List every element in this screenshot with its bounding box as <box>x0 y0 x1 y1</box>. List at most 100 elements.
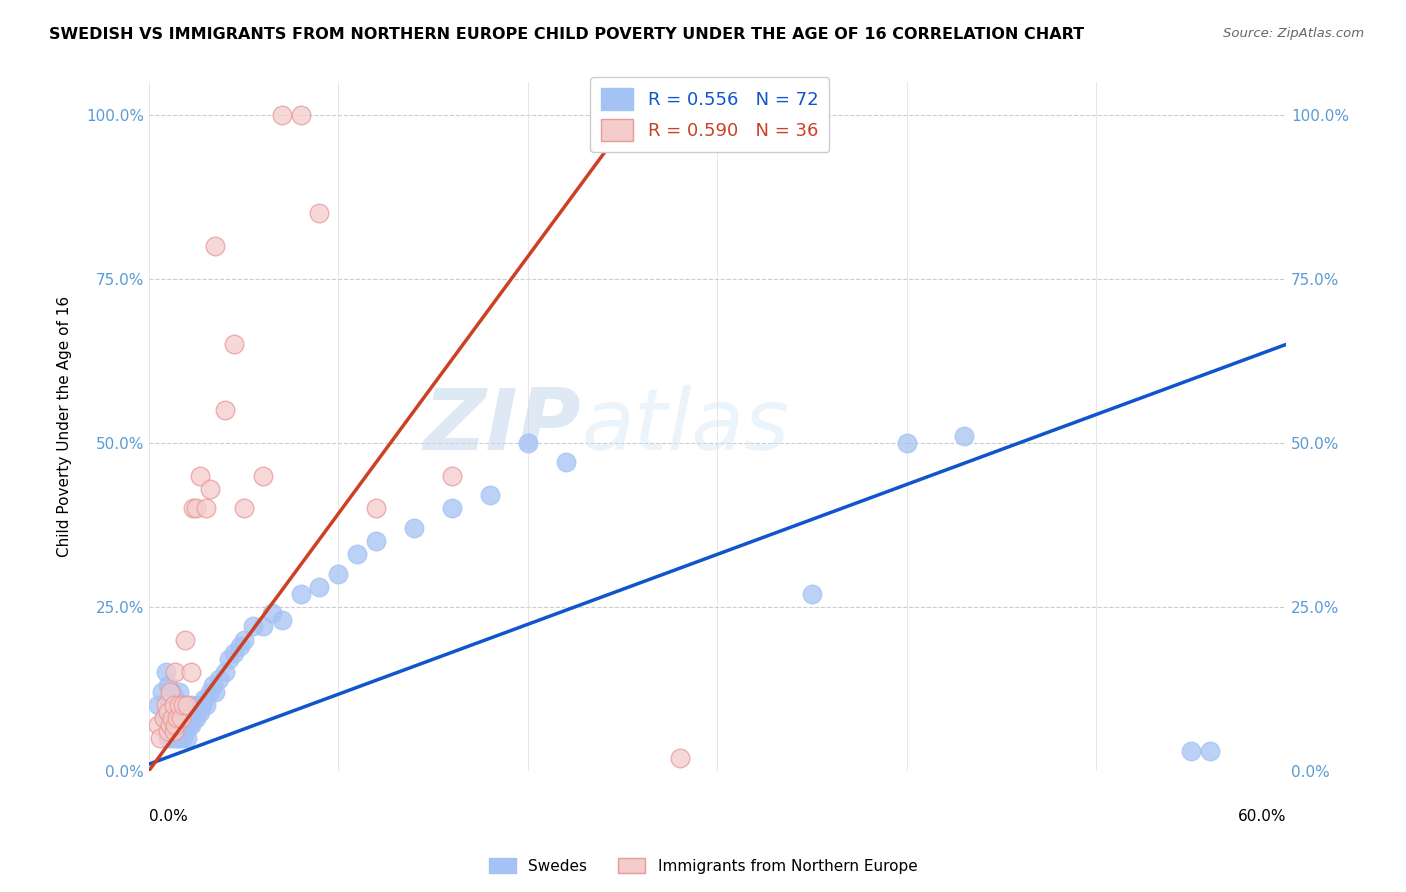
Point <box>191 698 214 713</box>
Point <box>156 678 179 692</box>
Point <box>165 731 187 745</box>
Point <box>224 646 246 660</box>
Legend: Swedes, Immigrants from Northern Europe: Swedes, Immigrants from Northern Europe <box>482 852 924 880</box>
Point <box>252 468 274 483</box>
Text: atlas: atlas <box>581 385 789 468</box>
Point <box>180 698 202 713</box>
Point <box>193 691 215 706</box>
Point <box>346 547 368 561</box>
Point <box>194 698 217 713</box>
Point <box>328 566 350 581</box>
Point <box>180 718 202 732</box>
Point <box>174 724 197 739</box>
Y-axis label: Child Poverty Under the Age of 16: Child Poverty Under the Age of 16 <box>58 296 72 557</box>
Point <box>160 711 183 725</box>
Point <box>198 685 221 699</box>
Point <box>554 455 576 469</box>
Point <box>176 698 198 713</box>
Point <box>229 639 252 653</box>
Point <box>156 711 179 725</box>
Point <box>155 698 177 713</box>
Point <box>208 672 231 686</box>
Point <box>153 711 176 725</box>
Point <box>186 501 208 516</box>
Text: 60.0%: 60.0% <box>1237 808 1286 823</box>
Point <box>516 435 538 450</box>
Point <box>308 580 330 594</box>
Point <box>166 711 188 725</box>
Point <box>165 665 187 680</box>
Point <box>174 705 197 719</box>
Point <box>180 665 202 680</box>
Point <box>149 731 172 745</box>
Point <box>198 482 221 496</box>
Point <box>270 613 292 627</box>
Point <box>232 501 254 516</box>
Point <box>167 731 190 745</box>
Point <box>148 718 170 732</box>
Point <box>159 718 181 732</box>
Point <box>204 239 226 253</box>
Point <box>952 429 974 443</box>
Point <box>290 587 312 601</box>
Point <box>162 724 184 739</box>
Point <box>188 705 211 719</box>
Point <box>162 698 184 713</box>
Point <box>155 665 177 680</box>
Point <box>290 108 312 122</box>
Point <box>170 705 193 719</box>
Point <box>181 501 204 516</box>
Point <box>156 705 179 719</box>
Point <box>218 652 240 666</box>
Point <box>162 698 184 713</box>
Point <box>308 206 330 220</box>
Point <box>668 750 690 764</box>
Point <box>366 501 388 516</box>
Point <box>194 501 217 516</box>
Point <box>166 698 188 713</box>
Text: SWEDISH VS IMMIGRANTS FROM NORTHERN EUROPE CHILD POVERTY UNDER THE AGE OF 16 COR: SWEDISH VS IMMIGRANTS FROM NORTHERN EURO… <box>49 27 1084 42</box>
Point <box>167 685 190 699</box>
Legend: R = 0.556   N = 72, R = 0.590   N = 36: R = 0.556 N = 72, R = 0.590 N = 36 <box>591 78 830 153</box>
Point <box>176 731 198 745</box>
Point <box>183 705 205 719</box>
Point <box>896 435 918 450</box>
Point <box>172 698 194 713</box>
Point <box>262 607 284 621</box>
Point <box>404 521 426 535</box>
Point <box>165 691 187 706</box>
Point <box>177 718 200 732</box>
Point <box>159 685 181 699</box>
Point <box>172 711 194 725</box>
Point <box>366 534 388 549</box>
Point <box>441 468 464 483</box>
Point <box>706 108 728 122</box>
Point <box>270 108 292 122</box>
Point <box>148 698 170 713</box>
Point <box>188 468 211 483</box>
Point <box>204 685 226 699</box>
Point <box>187 698 209 713</box>
Point <box>1199 744 1222 758</box>
Point <box>165 711 187 725</box>
Point <box>1180 744 1202 758</box>
Point <box>160 711 183 725</box>
Point <box>172 731 194 745</box>
Point <box>166 718 188 732</box>
Point <box>202 678 225 692</box>
Point <box>214 403 236 417</box>
Point <box>170 724 193 739</box>
Point <box>232 632 254 647</box>
Point <box>160 685 183 699</box>
Point <box>159 698 181 713</box>
Point <box>252 619 274 633</box>
Point <box>174 632 197 647</box>
Point <box>214 665 236 680</box>
Text: Source: ZipAtlas.com: Source: ZipAtlas.com <box>1223 27 1364 40</box>
Point <box>167 711 190 725</box>
Point <box>167 698 190 713</box>
Point <box>801 587 824 601</box>
Text: 0.0%: 0.0% <box>149 808 187 823</box>
Point <box>153 711 176 725</box>
Point <box>150 685 173 699</box>
